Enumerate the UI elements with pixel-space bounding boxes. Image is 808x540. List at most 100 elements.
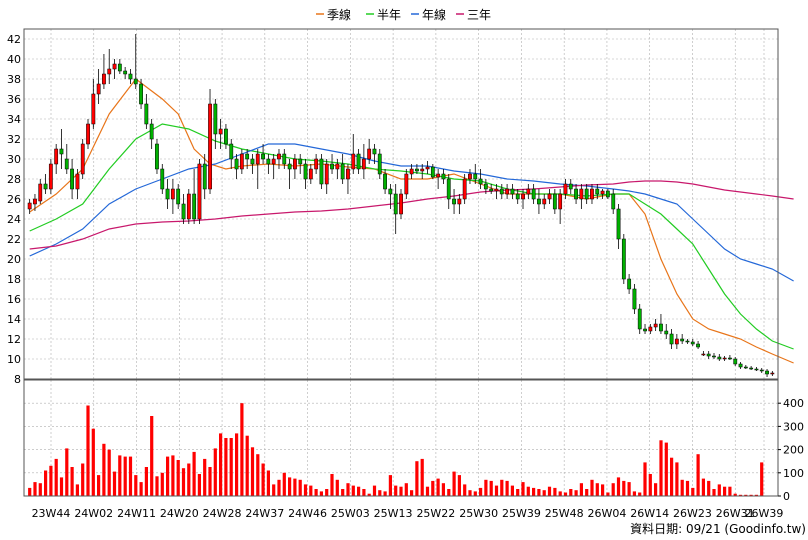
candle: [308, 164, 313, 184]
volume-bar: [245, 435, 249, 496]
candle-body: [616, 208, 621, 240]
candle-body: [537, 198, 541, 205]
candle-body: [38, 183, 43, 202]
legend-label-half-year: 半年: [377, 8, 401, 22]
candle: [234, 154, 239, 179]
candle: [728, 355, 732, 360]
candle: [282, 149, 287, 169]
candle: [568, 179, 573, 194]
candle-body: [197, 163, 202, 220]
candle: [430, 164, 435, 179]
x-tick-label: 25W30: [459, 507, 498, 520]
volume-bar: [335, 479, 339, 496]
candle-body: [733, 358, 738, 365]
volume-bar: [749, 494, 753, 496]
candle: [521, 189, 525, 209]
volume-bar: [256, 454, 260, 496]
candle-body: [170, 188, 175, 200]
candle-body: [441, 173, 446, 180]
candle-body: [91, 93, 96, 125]
volume-bar: [293, 478, 297, 496]
candle-body: [701, 353, 706, 356]
volume-bar: [330, 474, 334, 496]
candle-body: [361, 158, 366, 170]
candle-body: [722, 357, 727, 360]
candle: [409, 164, 414, 179]
volume-bar: [75, 484, 79, 496]
volume-bar: [643, 462, 647, 496]
volume-bar: [319, 491, 323, 496]
volume-bar: [505, 480, 509, 496]
volume-bar: [288, 477, 292, 496]
candle: [107, 49, 112, 84]
candle-body: [552, 193, 557, 210]
volume-bar: [229, 438, 233, 496]
volume-bar: [219, 433, 223, 496]
candle-body: [139, 83, 143, 105]
candle: [574, 184, 578, 204]
candle: [351, 134, 356, 174]
candle-body: [494, 188, 499, 192]
volume-bar: [760, 462, 764, 496]
candle-body: [489, 188, 494, 192]
moving-average-lines: [29, 78, 794, 364]
candle: [102, 54, 106, 89]
candle-body: [393, 193, 398, 215]
candle-body: [521, 193, 525, 200]
candle: [64, 144, 69, 174]
x-tick-label: 25W13: [374, 507, 413, 520]
candle: [669, 329, 674, 349]
candle: [494, 184, 499, 199]
volume-bar: [457, 475, 461, 496]
candle: [239, 149, 244, 174]
candle-body: [234, 158, 239, 170]
volume-bar: [420, 458, 424, 496]
candle-body: [595, 188, 600, 195]
volume-bar: [203, 458, 207, 496]
candle-body: [261, 153, 265, 160]
candle-body: [133, 78, 138, 85]
candle-body: [669, 333, 674, 345]
candle-body: [531, 188, 536, 200]
candle-body: [33, 198, 37, 205]
candle: [590, 184, 594, 204]
volume-bar: [272, 484, 276, 496]
ma-half-year-line: [29, 123, 794, 350]
candle: [112, 59, 117, 79]
candle-body: [160, 168, 165, 190]
candle-body: [255, 153, 260, 165]
candle: [330, 154, 334, 174]
candle: [754, 367, 759, 371]
candle: [43, 174, 48, 194]
x-tick-label: 25W03: [331, 507, 370, 520]
candle: [266, 154, 271, 174]
candle: [696, 341, 700, 349]
candle-body: [192, 193, 197, 220]
candle-body: [706, 353, 711, 357]
candle: [356, 149, 361, 174]
candle-body: [213, 103, 218, 135]
candle-body: [515, 193, 520, 200]
volume-bar: [595, 483, 599, 496]
candle-body: [287, 163, 292, 170]
candle-body: [293, 158, 297, 170]
candle: [446, 174, 451, 209]
candle: [245, 149, 250, 169]
volume-bar: [685, 480, 690, 496]
volume-bar: [367, 493, 371, 496]
candle-body: [685, 340, 690, 343]
volume-bar: [425, 486, 430, 496]
candle-body: [478, 178, 483, 185]
candle: [255, 149, 260, 189]
volume-bar: [606, 492, 610, 496]
candle: [637, 304, 642, 334]
x-tick-label: 26W14: [630, 507, 669, 520]
volume-bar: [65, 448, 69, 496]
candle: [499, 184, 504, 199]
candle-body: [420, 168, 425, 172]
volume-bar: [728, 486, 732, 496]
volume-tick-label: 100: [783, 467, 804, 480]
candle: [123, 67, 128, 79]
candle-body: [224, 128, 228, 145]
price-tick-label: 32: [7, 133, 21, 146]
